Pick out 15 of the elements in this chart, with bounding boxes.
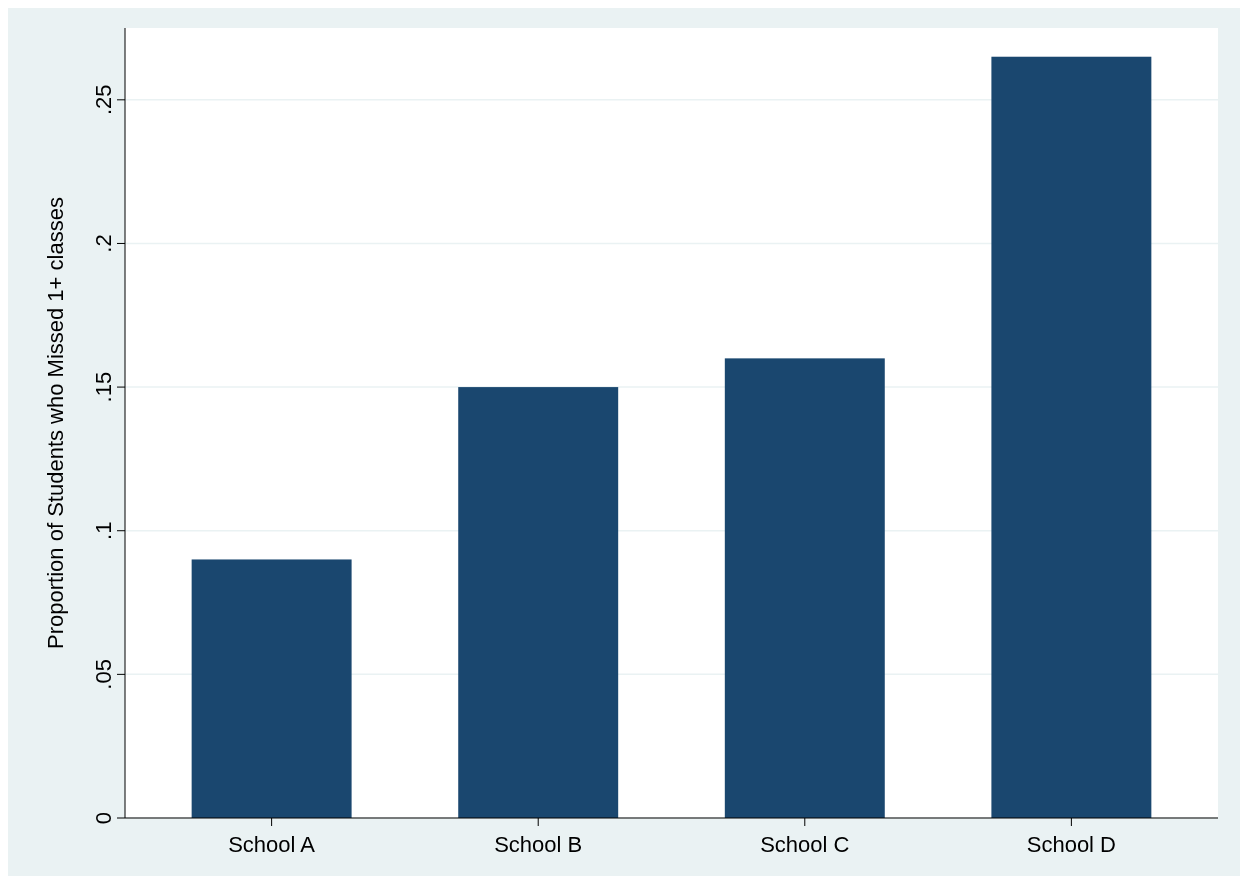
bar (991, 56, 1152, 818)
x-tick-label: School D (1026, 832, 1117, 857)
bar (724, 358, 885, 818)
y-tick-label: .2 (91, 234, 116, 253)
x-tick-label: School A (228, 832, 316, 857)
bar (191, 559, 352, 818)
x-tick-label: School C (760, 832, 850, 857)
y-tick-label: .05 (91, 659, 116, 690)
x-tick-label: School B (494, 832, 583, 857)
y-axis-title: Proportion of Students who Missed 1+ classes (43, 197, 68, 649)
bar (458, 387, 619, 818)
y-tick-label: 0 (91, 811, 116, 825)
y-tick-label: .1 (91, 521, 116, 540)
y-tick-label: .25 (91, 84, 116, 116)
y-tick-label: .15 (91, 371, 116, 403)
